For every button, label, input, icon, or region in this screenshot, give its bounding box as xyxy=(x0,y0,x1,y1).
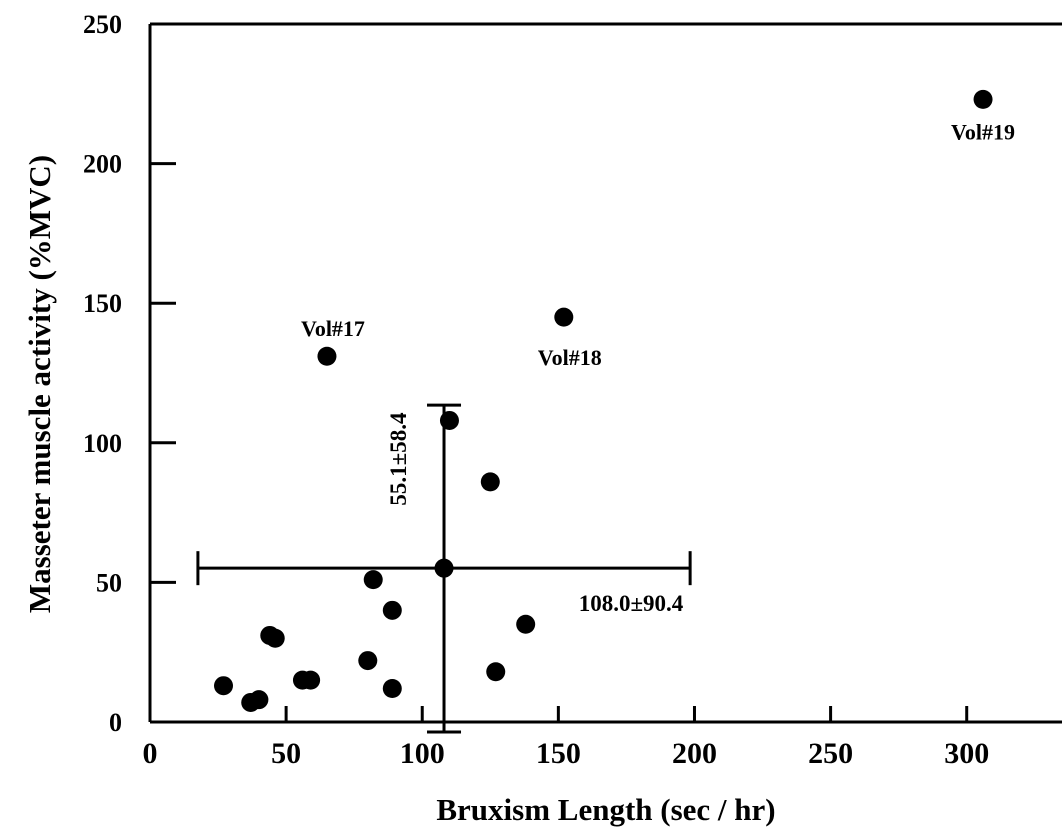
x-tick-label: 0 xyxy=(143,737,158,770)
y-tick-label: 100 xyxy=(83,429,122,458)
x-mean-sd-label: 108.0±90.4 xyxy=(579,591,684,616)
y-tick-label: 0 xyxy=(109,708,122,737)
axes: 0 50 100 150 200 250 300 0 50 100 150 200 250 xyxy=(83,10,1062,770)
y-tick-label: 250 xyxy=(83,10,122,39)
data-point xyxy=(265,628,285,648)
data-point xyxy=(363,570,383,590)
point-labels: Vol#17 Vol#18 Vol#19 xyxy=(301,119,1015,370)
y-mean-sd-label: 55.1±58.4 xyxy=(386,412,411,506)
x-tick-label: 100 xyxy=(400,737,445,770)
x-axis-label: Bruxism Length (sec / hr) xyxy=(436,792,775,827)
data-point xyxy=(317,346,337,366)
data-point xyxy=(439,410,459,430)
point-label: Vol#17 xyxy=(301,316,365,341)
mean-point xyxy=(434,558,454,578)
point-label: Vol#19 xyxy=(951,119,1015,144)
y-axis-label: Masseter muscle activity (%MVC) xyxy=(22,155,57,613)
x-tick-label: 50 xyxy=(271,737,301,770)
data-point xyxy=(214,676,234,696)
y-tick-label: 200 xyxy=(83,150,122,179)
x-tick-label: 300 xyxy=(944,737,989,770)
y-tick-label: 50 xyxy=(96,568,122,597)
data-point xyxy=(486,662,506,682)
data-point xyxy=(301,670,321,690)
data-point xyxy=(554,307,574,327)
x-tick-label: 150 xyxy=(536,737,581,770)
data-point xyxy=(249,690,269,710)
data-point xyxy=(516,614,536,634)
data-point xyxy=(358,651,378,671)
data-points xyxy=(214,89,993,712)
data-point xyxy=(480,472,500,492)
mean-error-bars xyxy=(196,403,692,734)
data-point xyxy=(973,89,993,109)
data-point xyxy=(382,600,402,620)
point-label: Vol#18 xyxy=(538,345,602,370)
x-tick-label: 250 xyxy=(808,737,853,770)
data-point xyxy=(382,678,402,698)
y-tick-label: 150 xyxy=(83,289,122,318)
x-tick-label: 200 xyxy=(672,737,717,770)
